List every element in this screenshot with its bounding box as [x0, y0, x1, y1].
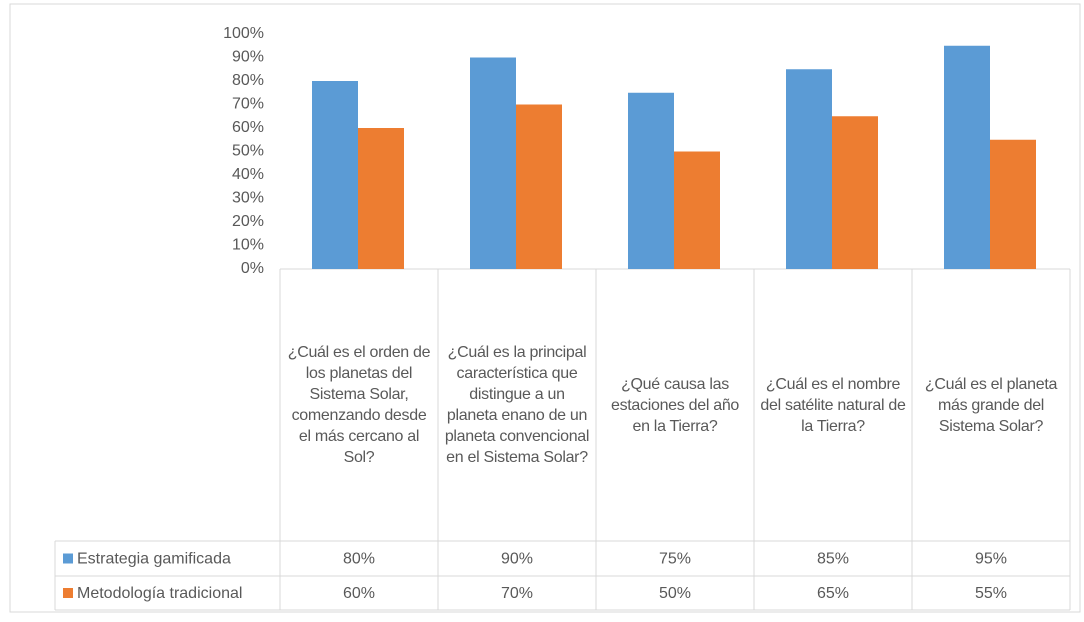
y-tick-label: 20% — [232, 213, 264, 230]
category-cell: ¿Qué causa las estaciones del año en la … — [610, 375, 740, 435]
bar — [516, 104, 562, 269]
y-tick-label: 100% — [223, 25, 264, 42]
data-label: 65% — [817, 585, 849, 602]
bar — [786, 69, 832, 269]
data-label: 50% — [659, 585, 691, 602]
y-tick-label: 50% — [232, 143, 264, 160]
bar — [832, 116, 878, 269]
category-cell: ¿Cuál es el orden de los planetas del Si… — [287, 344, 431, 466]
y-tick-label: 30% — [232, 190, 264, 207]
data-label: 70% — [501, 585, 533, 602]
y-tick-label: 70% — [232, 96, 264, 113]
category-cell: ¿Cuál es la principal característica que… — [444, 344, 590, 466]
legend-swatch — [63, 553, 73, 564]
x-tick-label: ¿Cuál es el planeta más grande del Siste… — [924, 375, 1058, 435]
bar — [674, 151, 720, 269]
y-tick-label: 10% — [232, 237, 264, 254]
x-tick-label: ¿Cuál es el orden de los planetas del Si… — [287, 344, 431, 466]
x-tick-label: ¿Qué causa las estaciones del año en la … — [610, 375, 740, 435]
data-label: 85% — [817, 551, 849, 568]
category-cell: ¿Cuál es el planeta más grande del Siste… — [924, 375, 1058, 435]
data-label: 95% — [975, 551, 1007, 568]
data-label: 55% — [975, 585, 1007, 602]
x-tick-label: ¿Cuál es el nombre del satélite natural … — [760, 375, 906, 435]
y-tick-label: 80% — [232, 72, 264, 89]
data-label: 60% — [343, 585, 375, 602]
chart-border — [9, 3, 1081, 613]
data-label: 90% — [501, 551, 533, 568]
legend-label: Metodología tradicional — [77, 585, 242, 602]
y-tick-label: 40% — [232, 166, 264, 183]
bar — [312, 81, 358, 269]
y-tick-label: 0% — [241, 260, 264, 277]
bar — [358, 128, 404, 269]
data-label: 80% — [343, 551, 375, 568]
y-tick-label: 60% — [232, 119, 264, 136]
legend-swatch — [63, 588, 73, 598]
legend-label: Estrategia gamificada — [77, 551, 231, 568]
bar — [944, 45, 990, 269]
bar — [628, 92, 674, 269]
y-tick-label: 90% — [232, 49, 264, 66]
category-cell: ¿Cuál es el nombre del satélite natural … — [760, 375, 906, 435]
bar — [990, 139, 1036, 269]
data-label: 75% — [659, 551, 691, 568]
x-tick-label: ¿Cuál es la principal característica que… — [444, 344, 590, 466]
bar — [470, 57, 516, 269]
